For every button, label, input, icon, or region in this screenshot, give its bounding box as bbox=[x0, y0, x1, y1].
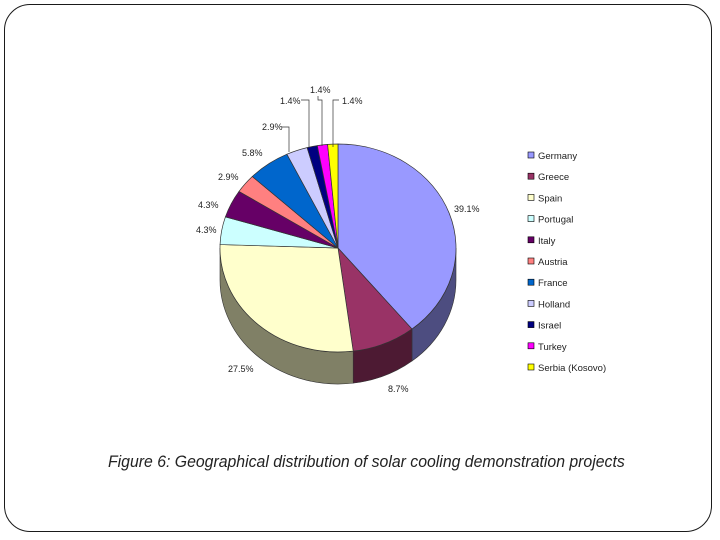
leader-line bbox=[317, 96, 323, 146]
data-label-holland: 2.9% bbox=[262, 122, 283, 132]
legend-label: Germany bbox=[538, 151, 577, 162]
legend-swatch bbox=[527, 236, 535, 244]
leader-lines bbox=[282, 96, 339, 152]
leader-line bbox=[332, 99, 339, 147]
legend-label: Austria bbox=[538, 257, 568, 268]
legend-swatch bbox=[527, 257, 535, 265]
data-label-turkey: 1.4% bbox=[310, 85, 331, 95]
legend-swatch bbox=[527, 151, 535, 159]
legend-item-holland: Holland bbox=[527, 299, 570, 310]
pie-slice-germany bbox=[337, 143, 457, 330]
legend-label: Greece bbox=[538, 172, 569, 183]
legend-item-italy: Italy bbox=[527, 236, 556, 247]
legend-label: Spain bbox=[538, 193, 562, 204]
legend-swatch bbox=[527, 215, 535, 222]
legend-label: Portugal bbox=[538, 215, 573, 226]
data-label-portugal: 4.3% bbox=[196, 225, 217, 235]
legend-swatch bbox=[527, 194, 535, 201]
leader-line bbox=[301, 99, 310, 147]
data-label-israel: 1.4% bbox=[280, 96, 301, 106]
legend-item-france: France bbox=[527, 278, 568, 289]
legend-swatch bbox=[527, 278, 535, 286]
legend-swatch bbox=[527, 342, 535, 350]
data-label-germany: 39.1% bbox=[454, 204, 480, 214]
legend-item-greece: Greece bbox=[527, 172, 569, 183]
legend-item-spain: Spain bbox=[527, 193, 562, 204]
legend-item-serbia-kosovo: Serbia (Kosovo) bbox=[527, 363, 606, 374]
legend-item-portugal: Portugal bbox=[527, 215, 573, 226]
legend-swatch bbox=[527, 321, 535, 328]
legend-swatch bbox=[527, 363, 535, 371]
figure-caption: Figure 6: Geographical distribution of s… bbox=[108, 452, 625, 471]
legend-label: Italy bbox=[538, 236, 556, 247]
legend-label: Israel bbox=[538, 321, 561, 332]
data-label-austria: 2.9% bbox=[218, 172, 239, 182]
legend-item-austria: Austria bbox=[527, 257, 568, 268]
data-label-italy: 4.3% bbox=[198, 200, 219, 210]
data-label-serbia-kosovo: 1.4% bbox=[342, 96, 363, 106]
leader-line bbox=[282, 126, 290, 152]
legend-label: Turkey bbox=[538, 342, 567, 353]
legend-label: Serbia (Kosovo) bbox=[538, 363, 606, 374]
pie-slice-spain bbox=[219, 244, 354, 353]
legend-label: Holland bbox=[538, 299, 570, 310]
legend-item-israel: Israel bbox=[527, 321, 561, 332]
legend: Germany Greece Spain Portugal Italy Austria Fr… bbox=[527, 151, 606, 374]
legend-swatch bbox=[527, 172, 535, 180]
data-label-france: 5.8% bbox=[242, 148, 263, 158]
pie-slices bbox=[219, 143, 457, 353]
legend-item-turkey: Turkey bbox=[527, 342, 567, 353]
legend-label: France bbox=[538, 278, 568, 289]
legend-swatch bbox=[527, 300, 535, 307]
legend-item-germany: Germany bbox=[527, 151, 577, 162]
data-label-spain: 27.5% bbox=[228, 364, 254, 374]
data-label-greece: 8.7% bbox=[388, 384, 409, 394]
data-labels: 39.1% 8.7% 27.5% 4.3% 4.3% 2.9% 5.8% 2.9% 1.4% 1.… bbox=[196, 85, 480, 394]
